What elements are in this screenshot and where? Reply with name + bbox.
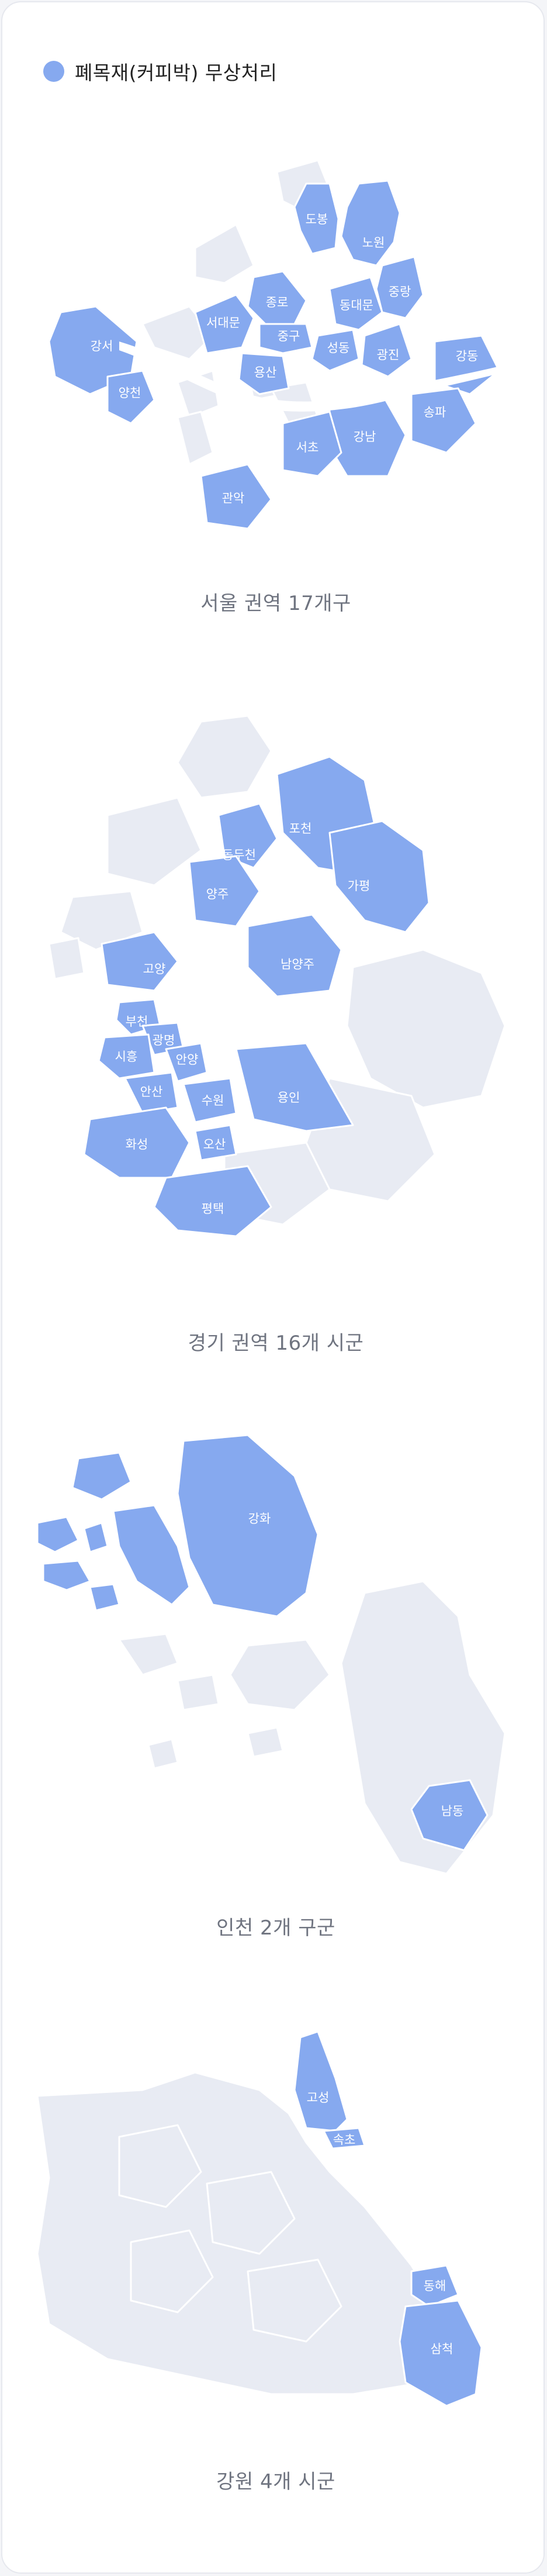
region-양주	[188, 855, 261, 927]
label-강서: 강서	[91, 339, 113, 353]
label-중랑: 중랑	[389, 285, 411, 299]
legend: 폐목재(커피박) 무상처리	[43, 57, 277, 85]
region-고성	[293, 2030, 348, 2132]
region-남양주	[247, 913, 342, 998]
label-동대문: 동대문	[340, 298, 373, 312]
region-동두천	[217, 802, 278, 869]
label-고양: 고양	[143, 962, 166, 976]
region-동대문	[328, 276, 383, 331]
label-강남: 강남	[354, 430, 376, 444]
label-서초: 서초	[296, 440, 319, 454]
gyeonggi-map: 포천 동두천 양주 가평 고양 남양주 부천 광명 시흥 안양 안산 수원 용인…	[48, 715, 506, 1237]
label-수원: 수원	[202, 1094, 224, 1108]
region-오산	[194, 1124, 237, 1161]
label-송파: 송파	[424, 405, 446, 419]
label-도봉: 도봉	[306, 212, 328, 226]
label-포천: 포천	[289, 822, 312, 836]
label-남양주: 남양주	[281, 957, 314, 971]
label-강화: 강화	[248, 1512, 271, 1526]
gangwon-map: 고성 속초 동해 삼척	[36, 2030, 483, 2407]
region-중랑	[375, 256, 424, 319]
incheon-caption: 인천 2개 구군	[216, 1916, 335, 1940]
label-양주: 양주	[206, 887, 229, 901]
region-용인	[235, 1042, 354, 1132]
region-동해	[410, 2264, 459, 2308]
label-화성: 화성	[126, 1137, 148, 1151]
region-서초	[282, 411, 342, 477]
label-속초: 속초	[333, 2133, 356, 2147]
label-동해: 동해	[424, 2279, 446, 2293]
region-용산	[238, 352, 290, 395]
label-관악: 관악	[222, 491, 245, 505]
label-평택: 평택	[202, 1202, 224, 1216]
label-삼척: 삼척	[431, 2342, 453, 2356]
label-시흥: 시흥	[115, 1050, 138, 1064]
seoul-caption: 서울 권역 17개구	[200, 592, 351, 615]
label-가평: 가평	[348, 879, 371, 893]
label-서대문: 서대문	[206, 316, 240, 330]
region-도봉	[293, 182, 340, 255]
label-중구: 중구	[278, 329, 300, 343]
region-성동	[311, 329, 360, 372]
label-남동: 남동	[441, 1804, 464, 1818]
region-중구	[258, 323, 313, 354]
region-서대문	[194, 294, 255, 354]
region-노원	[340, 180, 401, 267]
label-고성: 고성	[307, 2091, 330, 2105]
region-시흥	[98, 1033, 155, 1080]
gangwon-caption: 강원 4개 시군	[216, 2470, 335, 2494]
label-부천: 부천	[126, 1015, 148, 1029]
seoul-map: 도봉 노원 중랑 동대문 종로 서대문 중구 성동 광진 강동 강서 양천 용산…	[48, 159, 505, 530]
label-성동: 성동	[327, 341, 350, 355]
legend-color-dot	[43, 61, 64, 82]
region-광진	[361, 323, 413, 378]
label-양천: 양천	[119, 386, 141, 400]
label-강동: 강동	[456, 349, 479, 363]
incheon-map: 강화 남동	[36, 1434, 506, 1875]
region-삼척	[399, 2299, 483, 2407]
label-동두천: 동두천	[222, 848, 256, 862]
region-평택	[153, 1165, 272, 1237]
label-노원: 노원	[362, 236, 385, 250]
label-오산: 오산	[203, 1137, 226, 1151]
label-용인: 용인	[278, 1091, 300, 1105]
label-안양: 안양	[176, 1053, 199, 1067]
region-관악	[200, 463, 272, 530]
region-속초	[323, 2127, 366, 2150]
region-강화	[176, 1434, 319, 1618]
label-종로: 종로	[266, 295, 289, 309]
label-광진: 광진	[377, 348, 400, 362]
region-양천	[106, 370, 155, 425]
region-송파	[410, 387, 477, 454]
region-안양	[165, 1042, 208, 1082]
region-고양	[101, 931, 179, 992]
region-안산	[124, 1071, 179, 1115]
gyeonggi-caption: 경기 권역 16개 시군	[188, 1332, 364, 1355]
label-광명: 광명	[153, 1033, 175, 1047]
label-안산: 안산	[140, 1085, 163, 1099]
region-수원	[182, 1077, 237, 1123]
label-용산: 용산	[254, 365, 277, 380]
legend-label: 폐목재(커피박) 무상처리	[75, 61, 278, 84]
region-가평	[328, 820, 430, 933]
region-남동	[410, 1779, 489, 1851]
